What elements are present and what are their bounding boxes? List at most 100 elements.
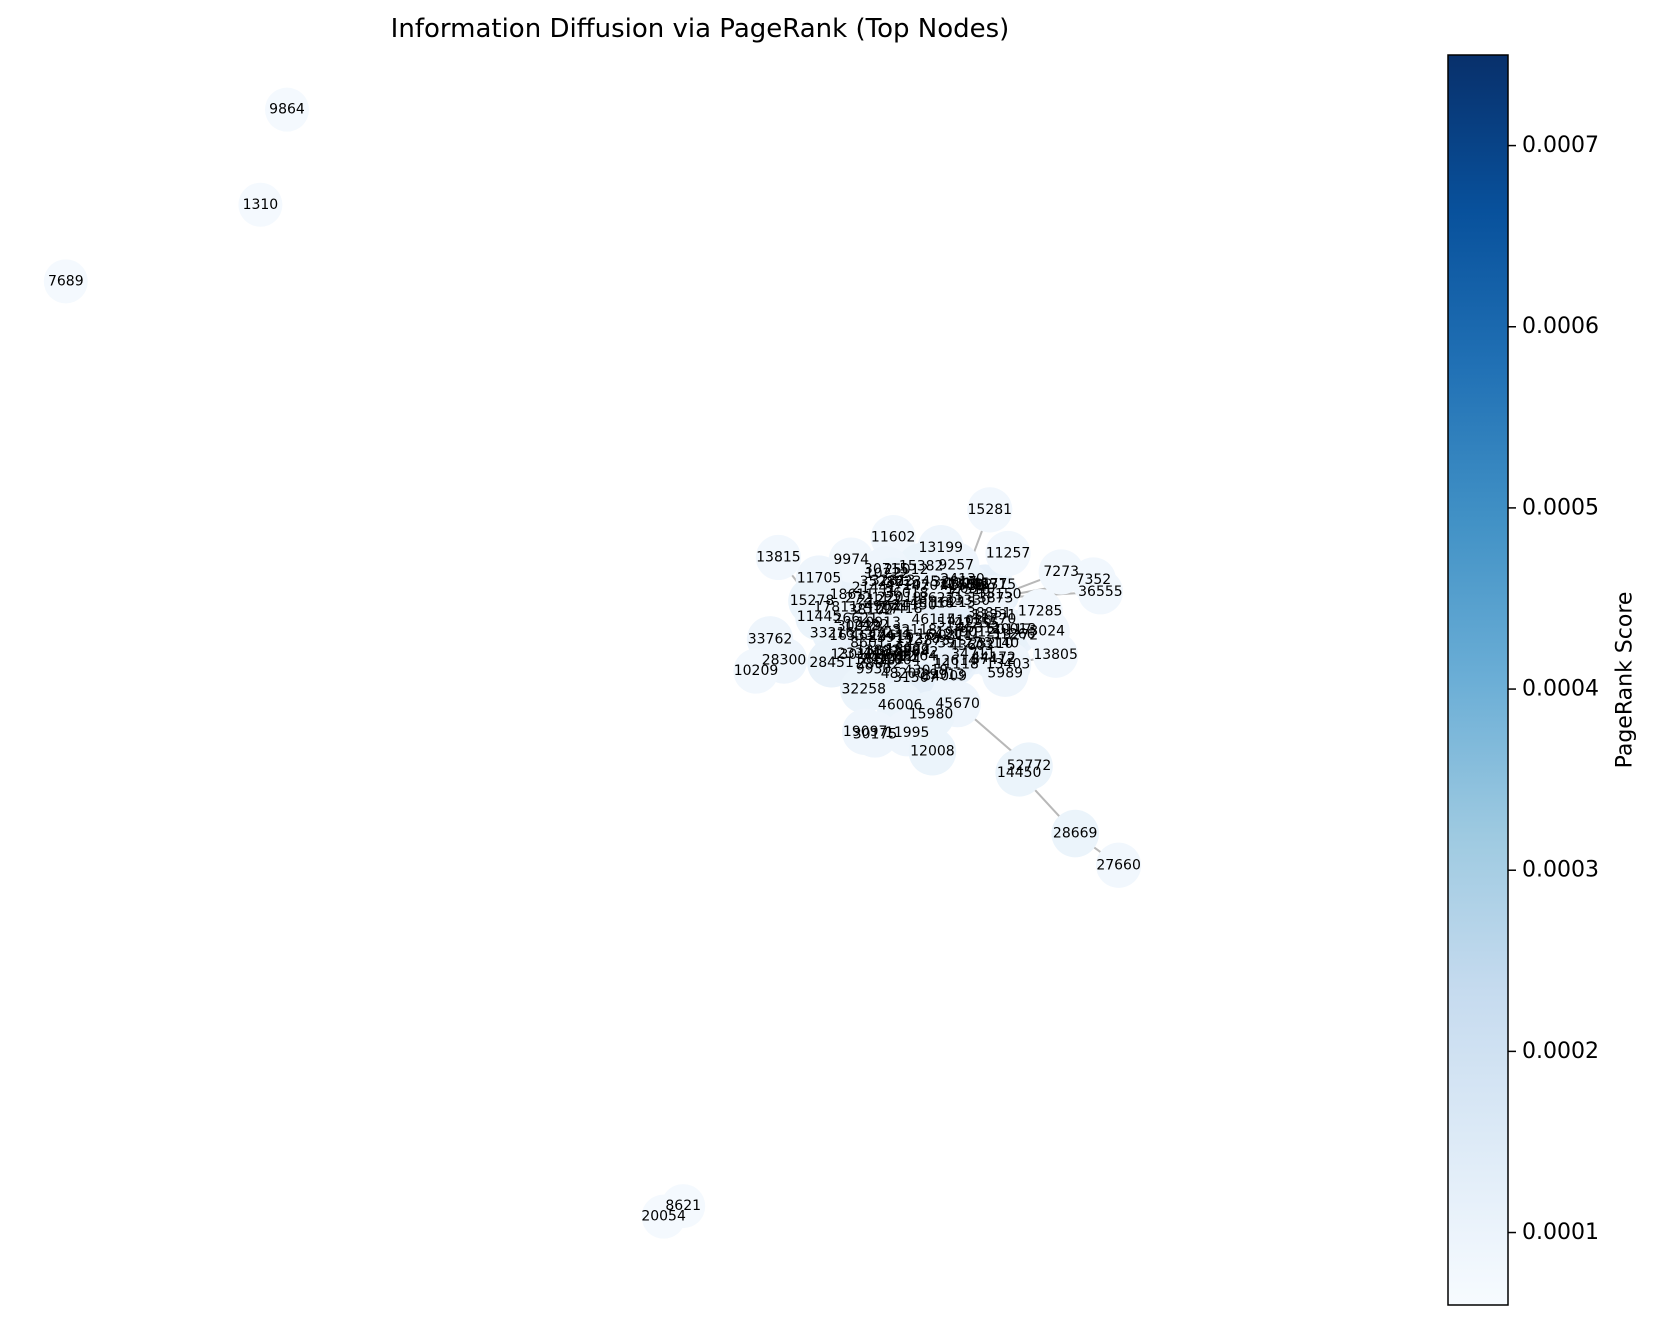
node-label-46006: 46006 [878,697,923,713]
node-20054 [641,1194,686,1239]
cluster-node-label: 18611 [830,587,875,603]
cluster-node-label: 22019 [877,590,922,606]
cluster-node-label: 34711 [951,647,996,663]
cluster-node-label: 43019 [904,663,949,679]
cluster-node-label: 21222 [857,593,902,609]
node-label-9864: 9864 [269,102,305,118]
node-32258 [840,665,888,714]
cluster-node-label: 41036 [947,613,992,629]
cluster-node-label: 10222 [865,566,910,582]
node-32813 [869,557,917,606]
cluster-node-label: 30311 [929,628,974,644]
cluster-node-label: 22164 [892,649,937,665]
node-label-13403: 13403 [986,656,1031,672]
node-label-32813: 32813 [871,573,916,589]
cluster-node-32118 [894,610,935,651]
cluster-node-label: 24150 [892,597,937,613]
cluster-node-30029 [839,606,880,647]
node-label-17285: 17285 [1018,604,1063,620]
node-label-52772: 52772 [1007,758,1052,774]
cluster-node-label: 46115 [911,612,956,628]
cluster-node-label: 44829 [863,644,908,660]
node-label-11705: 11705 [797,571,842,587]
cluster-node-label: 31507 [893,670,938,686]
node-label-13199: 13199 [919,540,964,556]
node-label-45670: 45670 [935,696,980,712]
cluster-node-label: 28812 [857,656,902,672]
node-label-13805: 13805 [1033,647,1078,663]
cluster-node-label: 23311 [837,646,882,662]
cluster-node-label: 31266 [991,627,1036,643]
cluster-node-label: 42255 [954,616,999,632]
cluster-node-label: 9930 [856,661,892,677]
cluster-node-label: 12422 [844,618,889,634]
node-label-28300: 28300 [762,653,807,669]
cluster-node-label: 15278 [896,631,941,647]
cluster-node-label: 48200 [881,666,926,682]
cluster-node-label: 26007 [876,647,921,663]
cluster-node-label: 17233 [866,625,911,641]
node-label-15382: 15382 [899,559,944,575]
node-label-12008: 12008 [910,744,955,760]
cluster-node-label: 16333 [829,628,874,644]
node-label-8621: 8621 [665,1198,701,1214]
node-13815 [755,534,802,581]
colorbar-tick-label: 0.0002 [1522,1039,1599,1064]
cluster-node-label: 34009 [922,669,967,685]
node-label-10209: 10209 [734,663,779,679]
node-28451 [807,638,856,688]
cluster-node-label: 12315 [972,577,1017,593]
cluster-node-label: 49031 [864,598,909,614]
node-27660 [1096,842,1142,888]
colorbar-tick-label: 0.0005 [1522,495,1599,520]
colorbar-ticks: 0.0001 0.0002 0.0003 0.0004 0.0005 0.0006 0.00… [1508,133,1599,1245]
colorbar-tick-label: 0.0001 [1522,1220,1599,1245]
cluster-node-label: 22345 [895,574,940,590]
cluster-node-label: 20340 [951,581,996,597]
cluster-node-label: 36221 [919,591,964,607]
node-label-15980: 15980 [909,707,954,723]
node-layer [43,87,1142,1239]
cluster-node-label: 29101 [860,651,905,667]
colorbar-tick-label: 0.0006 [1522,314,1599,339]
cluster-node-label: 13873 [906,633,951,649]
cluster-node-label: 38851 [967,606,1012,622]
cluster-node-label: 33140 [975,636,1020,652]
cluster-node-label: 25012 [884,562,929,578]
colorbar-tick-label: 0.0003 [1522,858,1599,883]
cluster-node-label: 12614 [933,653,978,669]
node-label-28669: 28669 [1053,826,1098,842]
node-7689 [43,259,88,304]
cluster-node-label: 16215 [931,595,976,611]
node-label-11602: 11602 [871,530,916,546]
cluster-node-label: 9012 [959,625,995,641]
cluster-node-label: 24130 [940,572,985,588]
node-11257 [985,530,1031,577]
node-12008 [908,727,957,776]
cluster-node-label: 36018 [884,586,929,602]
cluster-node-label: 15150 [977,586,1022,602]
chart-title: Information Diffusion via PageRank (Top … [390,14,1010,44]
cluster-node-label: 23210 [969,636,1014,652]
colorbar-label: PageRank Score [1613,592,1638,769]
node-label-11445: 11445 [797,609,842,625]
cluster-node-label: 44172 [971,650,1016,666]
node-label-11257: 11257 [986,545,1031,561]
node-label-13815: 13815 [756,549,801,565]
cluster-node-label: 13010 [831,647,876,663]
cluster-node-label: 23914 [868,630,913,646]
node-label-9257: 9257 [938,557,974,573]
cluster-node-label: 32017 [932,575,977,591]
cluster-node-label: 11312 [871,649,916,665]
cluster-node-label: 30029 [837,619,882,635]
cluster-node-label: 47102 [885,578,930,594]
cluster-node-label: 31004 [876,652,921,668]
node-9864 [265,87,309,132]
cluster-node-label: 28042 [894,645,939,661]
cluster-node-label: 18922 [886,641,931,657]
node-10209 [733,648,779,694]
node-label-12782: 12782 [940,577,985,593]
colorbar-tick-label: 0.0004 [1522,677,1599,702]
node-label-13873: 13873 [969,590,1014,606]
cluster-node-label: 14616 [870,628,915,644]
